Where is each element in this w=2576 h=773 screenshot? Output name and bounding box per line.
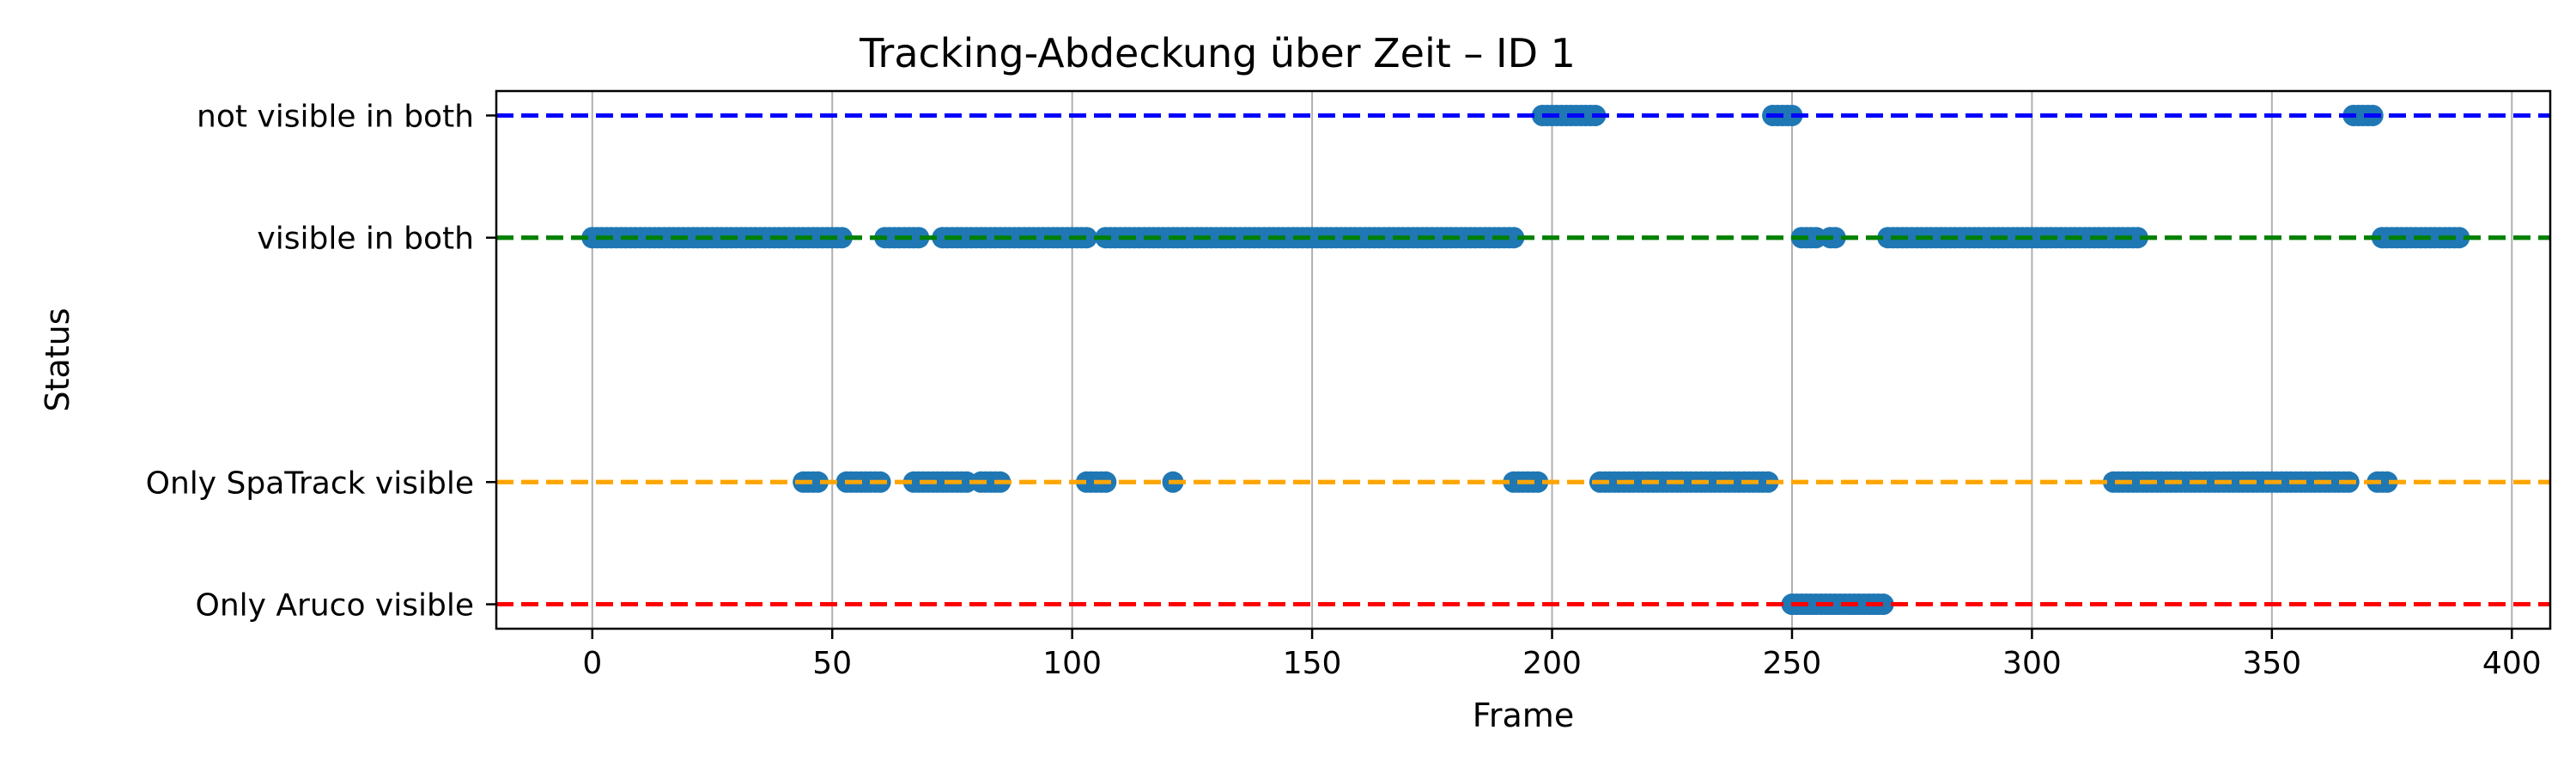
data-point bbox=[1075, 227, 1097, 249]
y-axis-label: Status bbox=[39, 307, 76, 411]
x-tick-label: 0 bbox=[582, 646, 602, 681]
x-tick-label: 100 bbox=[1042, 646, 1102, 681]
y-tick-label: Only SpaTrack visible bbox=[146, 466, 474, 501]
data-point bbox=[806, 471, 829, 493]
x-tick-label: 400 bbox=[2482, 646, 2542, 681]
y-tick-label: not visible in both bbox=[197, 99, 474, 134]
y-tick-label: Only Aruco visible bbox=[196, 588, 474, 624]
x-tick-label: 350 bbox=[2242, 646, 2301, 681]
data-point bbox=[830, 227, 853, 249]
x-tick-label: 250 bbox=[1763, 646, 1822, 681]
plot-area: 0 50 100 150 200 250 300 350 400 not visible in b… bbox=[146, 91, 2550, 681]
data-point bbox=[2376, 471, 2398, 493]
x-tick-label: 50 bbox=[812, 646, 852, 681]
x-tick-label: 150 bbox=[1283, 646, 1342, 681]
plot-frame bbox=[495, 89, 2552, 630]
data-point bbox=[2448, 227, 2470, 249]
data-point bbox=[1503, 227, 1525, 249]
chart-title: Tracking-Abdeckung über Zeit – ID 1 bbox=[859, 30, 1576, 76]
x-tick-label: 200 bbox=[1522, 646, 1582, 681]
data-point bbox=[2126, 227, 2148, 249]
x-tick-label: 300 bbox=[2002, 646, 2062, 681]
x-axis-label: Frame bbox=[1473, 697, 1574, 734]
y-tick-label: visible in both bbox=[257, 222, 474, 257]
data-point bbox=[1824, 227, 1846, 249]
data-point bbox=[1872, 593, 1894, 616]
data-point bbox=[908, 227, 930, 249]
data-point bbox=[1527, 471, 1549, 493]
